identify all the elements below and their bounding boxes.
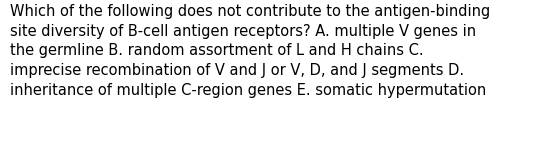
Text: Which of the following does not contribute to the antigen-binding
site diversity: Which of the following does not contribu… [10,4,490,98]
